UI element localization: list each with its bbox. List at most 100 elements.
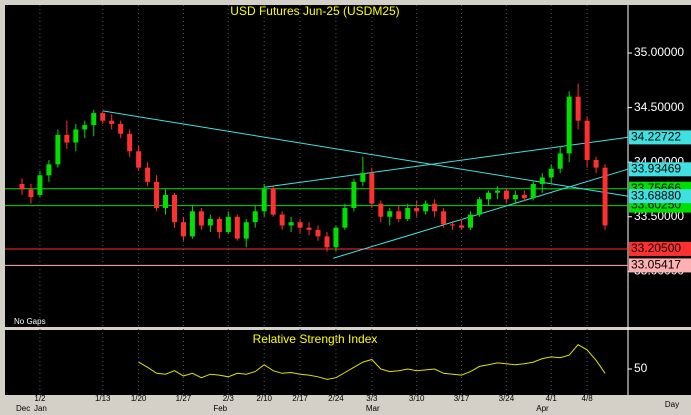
candle-body (468, 214, 473, 228)
trendline-label-bg (629, 130, 691, 145)
candle-body (127, 133, 133, 152)
candle-body (476, 199, 482, 215)
candle-body (378, 203, 384, 217)
month-label: Mar (366, 404, 380, 413)
candle-body (243, 222, 249, 239)
candle-body (602, 167, 608, 226)
candle-body (198, 211, 204, 226)
candle-body (64, 134, 70, 143)
candle-body (441, 211, 447, 225)
rsi-axis (628, 330, 691, 395)
x-tick-label: 2/17 (292, 394, 308, 403)
candle-body (566, 96, 572, 154)
x-tick-label: 2/3 (223, 394, 235, 403)
candle-body (109, 120, 115, 124)
candle-body (55, 134, 61, 165)
candle-body (234, 216, 240, 239)
candle-body (163, 194, 169, 209)
candle-body (557, 153, 563, 169)
x-tick-label: 1/27 (176, 394, 192, 403)
candle-body (548, 168, 554, 178)
candle-body (154, 181, 160, 209)
candle-body (450, 224, 456, 226)
candle-body (423, 203, 429, 212)
candle-body (225, 216, 231, 233)
level-label: 33.20500 (631, 241, 681, 255)
candle-body (252, 211, 258, 223)
candle-body (485, 192, 491, 200)
trendline-label-bg (629, 162, 691, 177)
rsi-tick-label: 50 (634, 361, 648, 375)
candle-body (261, 188, 267, 212)
candle-body (494, 190, 500, 193)
candle-body (315, 229, 321, 237)
candle-body (171, 194, 177, 223)
rsi-title: Relative Strength Index (253, 332, 378, 346)
candle-body (180, 222, 186, 237)
x-tick-label: 3/17 (454, 394, 470, 403)
rsi-line (138, 344, 606, 380)
rsi-panel (5, 330, 628, 395)
candle-body (432, 203, 438, 212)
x-tick-label: 3/24 (499, 394, 515, 403)
candle-body (342, 208, 348, 228)
y-tick-label: 35.00000 (634, 45, 684, 59)
x-tick-label: 3/3 (366, 394, 378, 403)
trendline-label: 33.93469 (631, 161, 681, 175)
chart-title: USD Futures Jun-25 (USDM25) (230, 4, 399, 18)
x-tick-label: 4/8 (582, 394, 594, 403)
candle-body (19, 184, 25, 190)
candle-body (297, 222, 303, 228)
candle-body (593, 159, 599, 168)
candle-body (216, 218, 222, 233)
candle-body (360, 173, 366, 182)
candle-body (100, 113, 106, 121)
candle-body (270, 188, 276, 215)
candle-body (306, 227, 312, 230)
candle-body (459, 225, 465, 228)
level-label-bg (629, 241, 691, 256)
x-tick-label: 1/2 (34, 394, 46, 403)
candle-body (369, 173, 375, 204)
candle-body (530, 184, 536, 199)
candle-body (73, 129, 79, 143)
month-label: Feb (213, 404, 227, 413)
candle-body (82, 125, 88, 130)
candle-body (414, 208, 420, 212)
candle-body (37, 175, 43, 195)
candle-body (387, 211, 393, 217)
candle-body (118, 123, 124, 134)
x-tick-label: 4/1 (546, 394, 558, 403)
x-tick-label: 3/10 (409, 394, 425, 403)
candle-body (28, 189, 34, 198)
level-label-bg (629, 258, 691, 273)
candle-body (575, 96, 581, 121)
candle-body (333, 227, 339, 248)
candle-body (351, 181, 357, 209)
x-tick-label: 2/10 (256, 394, 272, 403)
candle-body (405, 208, 411, 219)
candle-body (396, 211, 402, 219)
candle-body (584, 120, 590, 160)
candle-body (539, 177, 545, 185)
month-label: Dec (16, 404, 30, 413)
candle-body (521, 194, 527, 199)
candle-body (46, 164, 52, 176)
x-tick-label: 2/24 (328, 394, 344, 403)
candle-body (512, 194, 518, 200)
candle-body (279, 214, 285, 226)
candle-body (207, 218, 213, 226)
trendline-label: 33.68880 (631, 188, 681, 202)
candle-body (91, 113, 97, 126)
trendline-label-bg (629, 189, 691, 204)
price-panel (5, 5, 628, 327)
note: No Gaps (14, 317, 46, 326)
x-tick-label: 1/20 (131, 394, 147, 403)
x-axis-label: Day (665, 400, 679, 409)
month-label: Apr (536, 404, 549, 413)
candle-body (189, 211, 195, 237)
candle-body (324, 236, 330, 248)
trendline-label: 34.22722 (631, 130, 681, 144)
month-label: Jan (34, 404, 47, 413)
